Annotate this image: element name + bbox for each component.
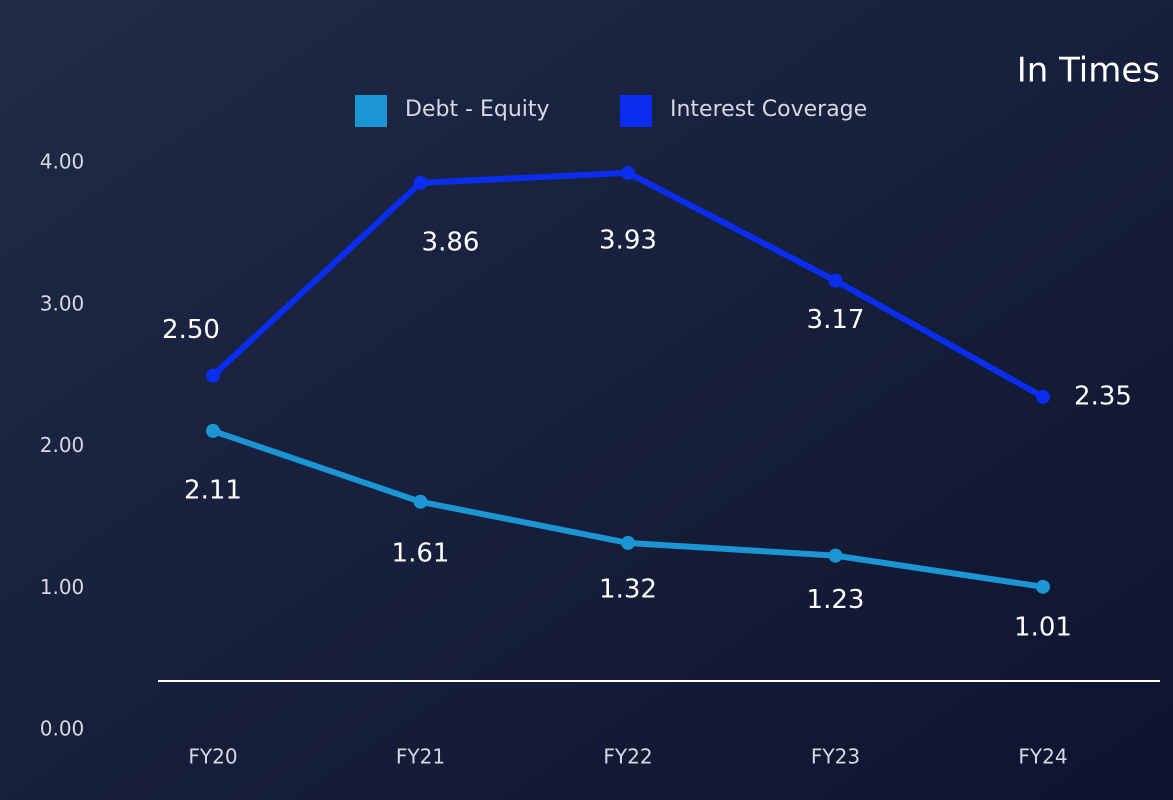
point — [1036, 389, 1050, 404]
data-label: 2.11 — [184, 475, 242, 505]
legend-swatch — [355, 95, 387, 127]
legend-label: Debt - Equity — [405, 97, 550, 122]
annotation: In Times — [1017, 51, 1160, 91]
data-label: 1.61 — [392, 538, 450, 568]
data-label: 2.50 — [162, 315, 220, 345]
point — [1036, 579, 1050, 594]
y-tick-label: 2.00 — [40, 433, 85, 457]
legend-label: Interest Coverage — [670, 97, 867, 122]
x-tick-label: FY22 — [603, 745, 652, 769]
point — [828, 548, 843, 563]
y-tick-label: 0.00 — [40, 717, 85, 741]
data-label: 3.86 — [422, 227, 480, 257]
point — [206, 423, 220, 438]
data-label: 3.93 — [599, 225, 657, 255]
x-tick-label: FY20 — [188, 745, 237, 769]
data-label: 3.17 — [807, 305, 865, 335]
data-label: 1.23 — [807, 585, 865, 615]
x-tick-label: FY24 — [1018, 745, 1067, 769]
point — [413, 175, 428, 190]
y-tick-label: 3.00 — [40, 291, 85, 315]
y-tick-label: 1.00 — [40, 575, 85, 599]
point — [413, 494, 428, 509]
point — [621, 535, 635, 550]
data-label: 1.01 — [1014, 612, 1072, 642]
point — [828, 273, 843, 288]
point — [621, 165, 635, 180]
data-label: 2.35 — [1074, 381, 1132, 411]
x-tick-label: FY23 — [811, 745, 860, 769]
data-label: 1.32 — [599, 574, 657, 604]
x-tick-label: FY21 — [396, 745, 445, 769]
legend-swatch — [620, 95, 652, 127]
y-tick-label: 4.00 — [40, 150, 85, 174]
point — [206, 368, 220, 383]
